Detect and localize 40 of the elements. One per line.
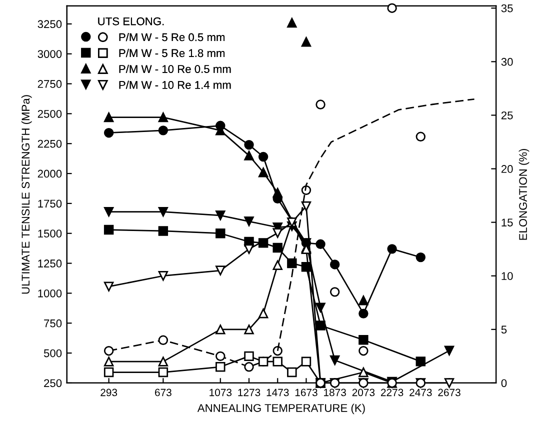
y-tick-label: 3000 <box>38 50 62 58</box>
y2-tick-label: 5 <box>501 326 507 334</box>
legend-label: P/M W - 10 Re 0.5 mm <box>119 64 231 73</box>
y-tick-label: 1750 <box>38 200 62 208</box>
legend-label: P/M W - 10 Re 1.4 mm <box>119 80 231 89</box>
y2-tick-label: 20 <box>501 165 513 173</box>
legend-label: P/M W - 5 Re 1.8 mm <box>119 48 225 58</box>
legend-label: P/M W - 5 Re 0.5 mm <box>119 32 225 42</box>
y2-tick-label: 10 <box>502 272 513 280</box>
x-tick-label: 2273 <box>380 388 404 396</box>
y2-tick-label: 25 <box>501 111 513 120</box>
y2-tick-label: 35 <box>501 4 513 12</box>
y-tick-label: 250 <box>44 379 62 388</box>
y-tick-label: 1250 <box>38 260 62 268</box>
y-tick-label: 1500 <box>38 230 62 238</box>
legend-title: UTS ELONG. <box>98 17 164 26</box>
y2-axis-title: ELONGATION (%) <box>518 148 530 240</box>
y-tick-label: 2750 <box>38 80 62 88</box>
y-tick-label: 500 <box>44 349 62 358</box>
y2-tick-label: 30 <box>501 58 513 66</box>
y2-tick-label: 0 <box>501 379 507 388</box>
x-tick-label: 293 <box>100 388 118 396</box>
x-tick-label: 1473 <box>266 388 289 396</box>
x-tick-label: 1673 <box>295 388 318 396</box>
x-tick-label: 1273 <box>238 388 260 396</box>
y-tick-label: 2000 <box>38 170 62 178</box>
x-tick-label: 2073 <box>352 388 375 396</box>
x-axis-title: ANNEALING TEMPERATURE (K) <box>197 404 365 414</box>
x-tick-label: 1073 <box>210 388 232 396</box>
x-tick-label: 2473 <box>410 388 432 396</box>
x-tick-label: 2673 <box>438 388 460 396</box>
y-tick-label: 750 <box>44 319 62 328</box>
y-tick-label: 1000 <box>38 289 62 298</box>
y-tick-label: 3250 <box>38 20 62 28</box>
y2-tick-label: 15 <box>502 218 513 226</box>
y-tick-label: 2250 <box>38 140 62 148</box>
x-tick-label: 673 <box>155 388 172 396</box>
y-axis-title: ULTIMATE TENSILE STRENGTH (MPa) <box>21 95 32 294</box>
x-tick-label: 1873 <box>324 388 346 396</box>
y-tick-label: 2500 <box>38 110 62 118</box>
